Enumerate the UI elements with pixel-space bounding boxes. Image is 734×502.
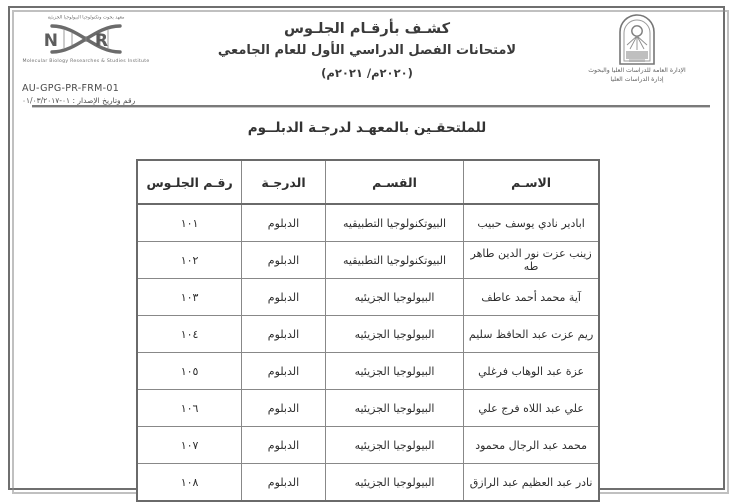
cell-seat-number: ١٠٣ bbox=[136, 278, 243, 316]
table-row: نادر عبد العظيم عبد الرازق البيولوجيا ال… bbox=[136, 463, 600, 502]
cell-department: البيولوجيا الجزيئيه bbox=[324, 315, 465, 353]
admin-line-2: إدارة الدراسات العليا bbox=[610, 76, 664, 83]
roster-table-wrapper: الاسـم القسـم الدرجـة رقـم الجلـوس ابادي… bbox=[136, 159, 600, 502]
table-header-row: الاسـم القسـم الدرجـة رقـم الجلـوس bbox=[136, 159, 600, 205]
cell-student-name: نادر عبد العظيم عبد الرازق bbox=[463, 463, 600, 502]
cell-student-name: ابادير نادي يوسف حبيب bbox=[463, 203, 600, 242]
academic-year: (٢٠٢٠م/ ٢٠٢١م) bbox=[321, 66, 413, 80]
cell-department: البيولوجيا الجزيئيه bbox=[324, 389, 465, 427]
form-code-block: AU-GPG-PR-FRM-01 رقم وتاريخ الإصدار : ٠١… bbox=[22, 82, 135, 107]
cell-seat-number: ١٠٤ bbox=[136, 315, 243, 353]
form-code-id: AU-GPG-PR-FRM-01 bbox=[22, 83, 120, 94]
cell-department: البيولوجيا الجزيئيه bbox=[324, 463, 465, 502]
cell-seat-number: ١٠٧ bbox=[136, 426, 243, 464]
cell-student-name: ريم عزت عبد الحافظ سليم bbox=[463, 315, 600, 353]
cell-seat-number: ١٠٨ bbox=[136, 463, 243, 502]
column-header-name: الاسـم bbox=[463, 159, 600, 205]
cell-student-name: عزة عبد الوهاب فرغلي bbox=[463, 352, 600, 390]
cell-seat-number: ١٠٦ bbox=[136, 389, 243, 427]
table-row: محمد عبد الرجال محمود البيولوجيا الجزيئي… bbox=[136, 426, 600, 464]
cell-student-name: علي عبد اللاه فرج علي bbox=[463, 389, 600, 427]
cell-degree: الدبلوم bbox=[241, 426, 326, 464]
admin-line-1: الإدارة العامة للدراسات العليا والبحوث bbox=[588, 67, 686, 74]
cell-department: البيولوجيا الجزيئيه bbox=[324, 426, 465, 464]
document-header: معهد بحوث وتكنولوجيا البيولوجيا الجزيئية… bbox=[14, 12, 720, 100]
cell-degree: الدبلوم bbox=[241, 278, 326, 316]
cell-department: البيولوجيا الجزيئيه bbox=[324, 278, 465, 316]
cell-department: البيولوجيا الجزيئيه bbox=[324, 352, 465, 390]
university-seal-icon bbox=[619, 14, 655, 65]
column-header-seat: رقـم الجلـوس bbox=[136, 159, 243, 205]
cell-degree: الدبلوم bbox=[241, 463, 326, 502]
cell-department: البيوتكنولوجيا التطبيقيه bbox=[324, 203, 465, 242]
diploma-subtitle: للملتحقـين بالمعهـد لدرجـة الدبلــوم bbox=[247, 120, 487, 136]
cell-degree: الدبلوم bbox=[241, 352, 326, 390]
institute-logo-block: معهد بحوث وتكنولوجيا البيولوجيا الجزيئية… bbox=[22, 14, 150, 65]
cell-student-name: محمد عبد الرجال محمود bbox=[463, 426, 600, 464]
table-row: زينب عزت نور الدين طاهر طه البيوتكنولوجي… bbox=[136, 241, 600, 279]
title-block: كشـف بأرقـام الجلـوس لامتحانات الفصل الد… bbox=[14, 18, 720, 84]
column-header-degree: الدرجـة bbox=[241, 159, 326, 205]
page-subtitle-exam: لامتحانات الفصل الدراسي الأول للعام الجا… bbox=[217, 43, 517, 58]
table-row: ابادير نادي يوسف حبيب البيوتكنولوجيا الت… bbox=[136, 203, 600, 242]
cell-degree: الدبلوم bbox=[241, 241, 326, 279]
page-title: كشـف بأرقـام الجلـوس bbox=[283, 21, 451, 37]
university-logo-block: الإدارة العامة للدراسات العليا والبحوث إ… bbox=[560, 14, 714, 84]
dna-helix-logo-icon: N R bbox=[44, 24, 122, 54]
cell-degree: الدبلوم bbox=[241, 203, 326, 242]
form-issue-date: رقم وتاريخ الإصدار : ٠١-٠١/٠٣/٢٠١٧ bbox=[22, 96, 136, 105]
column-header-dept: القسـم bbox=[324, 159, 465, 205]
institute-english-caption: Molecular Biology Researches & Studies I… bbox=[22, 58, 150, 64]
cell-department: البيوتكنولوجيا التطبيقيه bbox=[324, 241, 465, 279]
table-row: ريم عزت عبد الحافظ سليم البيولوجيا الجزي… bbox=[136, 315, 600, 353]
cell-seat-number: ١٠٥ bbox=[136, 352, 243, 390]
header-divider bbox=[32, 105, 710, 108]
cell-degree: الدبلوم bbox=[241, 389, 326, 427]
cell-student-name: آية محمد أحمد عاطف bbox=[463, 278, 600, 316]
table-row: عزة عبد الوهاب فرغلي البيولوجيا الجزيئيه… bbox=[136, 352, 600, 390]
cell-degree: الدبلوم bbox=[241, 315, 326, 353]
cell-seat-number: ١٠١ bbox=[136, 203, 243, 242]
document-sheet: معهد بحوث وتكنولوجيا البيولوجيا الجزيئية… bbox=[14, 12, 720, 502]
table-row: آية محمد أحمد عاطف البيولوجيا الجزيئيه ا… bbox=[136, 278, 600, 316]
institute-arabic-caption: معهد بحوث وتكنولوجيا البيولوجيا الجزيئية bbox=[47, 14, 125, 20]
svg-text:R: R bbox=[95, 31, 108, 51]
cell-seat-number: ١٠٢ bbox=[136, 241, 243, 279]
roster-table-body: ابادير نادي يوسف حبيب البيوتكنولوجيا الت… bbox=[136, 203, 600, 502]
cell-student-name: زينب عزت نور الدين طاهر طه bbox=[463, 241, 600, 279]
roster-table: الاسـم القسـم الدرجـة رقـم الجلـوس ابادي… bbox=[136, 159, 600, 502]
table-row: علي عبد اللاه فرج علي البيولوجيا الجزيئي… bbox=[136, 389, 600, 427]
svg-text:N: N bbox=[44, 31, 58, 51]
